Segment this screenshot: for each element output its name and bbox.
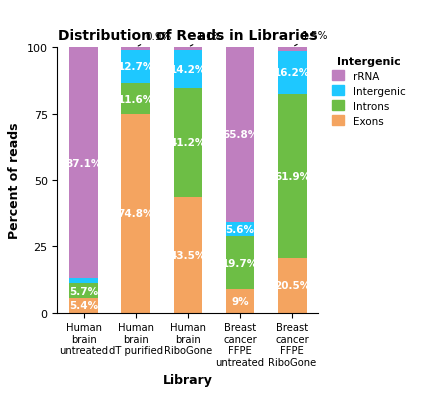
Text: 41.2%: 41.2% [170, 138, 206, 148]
Bar [226, 48, 254, 222]
Text: 5.7%: 5.7% [69, 286, 98, 296]
Bar [174, 48, 202, 51]
Bar [174, 51, 202, 89]
Text: 61.9%: 61.9% [274, 172, 310, 182]
Text: 19.7%: 19.7% [222, 258, 258, 268]
Bar [278, 52, 306, 95]
Text: 74.8%: 74.8% [118, 209, 154, 219]
Bar [278, 48, 306, 52]
Bar [278, 259, 306, 313]
Bar [278, 95, 306, 259]
Text: 16.2%: 16.2% [274, 68, 310, 78]
Text: 43.5%: 43.5% [170, 250, 206, 260]
Text: 11.6%: 11.6% [118, 95, 154, 104]
X-axis label: Library: Library [163, 373, 213, 386]
Bar [122, 115, 150, 313]
Title: Distribution of Reads in Libraries: Distribution of Reads in Libraries [58, 29, 318, 43]
Text: 14.2%: 14.2% [170, 65, 206, 75]
Bar [226, 237, 254, 289]
Text: 87.1%: 87.1% [65, 158, 102, 168]
Text: 5.4%: 5.4% [69, 301, 98, 311]
Bar [122, 51, 150, 84]
Bar [69, 284, 98, 298]
Bar [174, 89, 202, 198]
Text: 0.9%: 0.9% [138, 32, 171, 47]
Bar [122, 84, 150, 115]
Legend: rRNA, Intergenic, Introns, Exons: rRNA, Intergenic, Introns, Exons [329, 53, 408, 130]
Y-axis label: Percent of reads: Percent of reads [8, 122, 21, 239]
Bar [174, 198, 202, 313]
Text: 1.5%: 1.5% [295, 31, 328, 47]
Text: 20.5%: 20.5% [274, 281, 310, 291]
Bar [226, 222, 254, 237]
Text: 65.8%: 65.8% [222, 130, 258, 140]
Text: 1.1%: 1.1% [191, 32, 224, 47]
Bar [226, 289, 254, 313]
Bar [69, 278, 98, 284]
Text: 9%: 9% [231, 296, 249, 306]
Bar [69, 48, 98, 278]
Text: 12.7%: 12.7% [118, 62, 154, 72]
Text: 5.6%: 5.6% [225, 225, 255, 235]
Bar [69, 298, 98, 313]
Bar [122, 48, 150, 51]
